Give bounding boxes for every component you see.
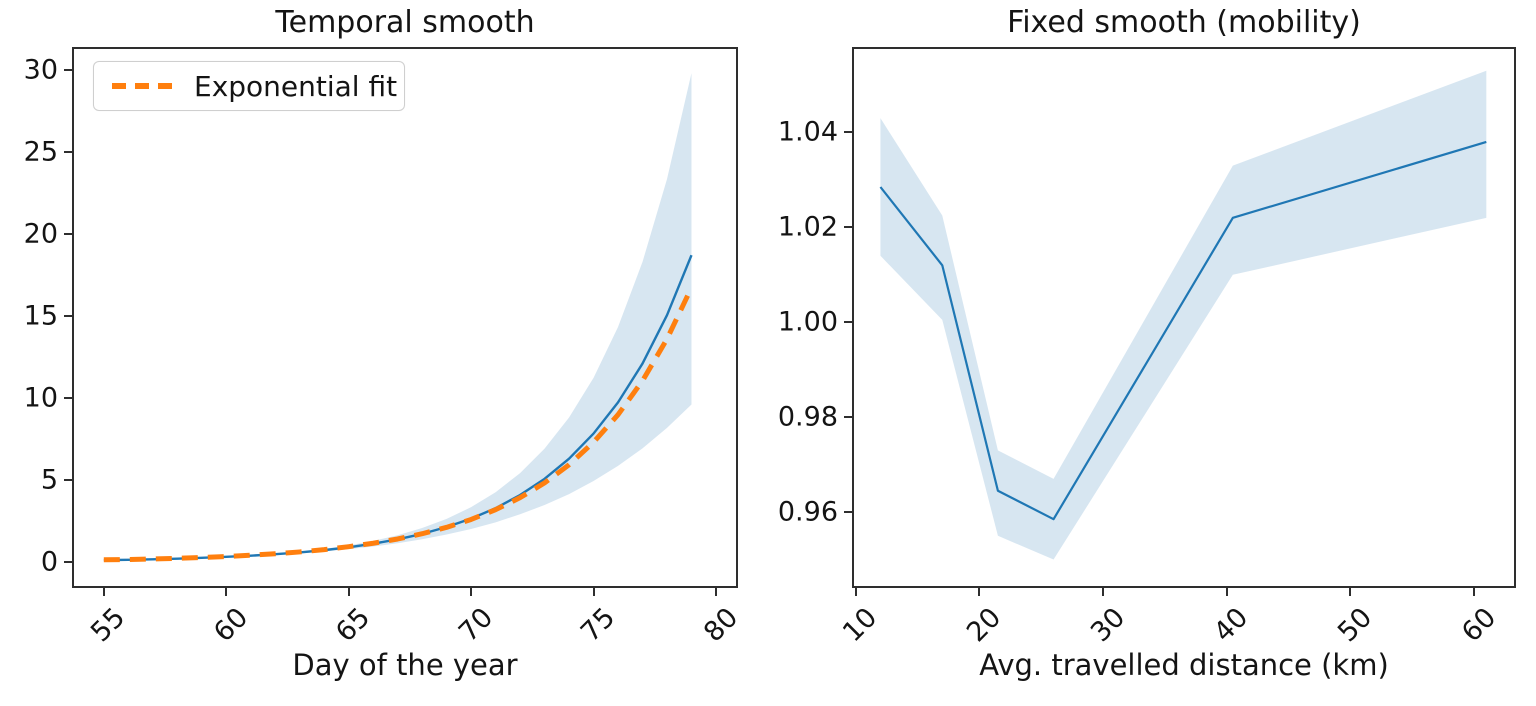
y-tick-label: 0 [40, 546, 58, 578]
x-tick-mark [470, 588, 473, 596]
y-tick-mark [64, 150, 72, 153]
x-tick-mark [592, 588, 595, 596]
x-tick-mark [714, 588, 717, 596]
fixed-smooth-chart-area [879, 70, 1487, 560]
y-tick-mark [844, 131, 852, 134]
dashed-line-sample-icon [112, 83, 174, 89]
x-tick-label: 40 [1208, 602, 1255, 649]
x-tick-mark [1225, 588, 1228, 596]
y-tick-label: 1.02 [777, 211, 838, 243]
y-tick-mark [844, 511, 852, 514]
x-tick-mark [978, 588, 981, 596]
temporal-smooth-axes-frame [72, 47, 738, 588]
y-tick-mark [64, 314, 72, 317]
y-tick-mark [844, 321, 852, 324]
series-line-1 [103, 286, 694, 563]
x-tick-label: 60 [1455, 602, 1502, 649]
x-tick-label: 70 [452, 602, 500, 649]
x-tick-label: 30 [1084, 602, 1131, 649]
x-tick-label: 10 [837, 602, 884, 649]
y-tick-label: 25 [23, 136, 58, 168]
x-tick-label: 75 [575, 602, 622, 649]
x-tick-mark [854, 588, 857, 596]
y-tick-label: 10 [23, 382, 58, 414]
x-tick-label: 60 [207, 602, 255, 649]
y-tick-mark [64, 396, 72, 399]
x-tick-mark [102, 588, 105, 596]
temporal-smooth-plot: 55 60 65 70 75 80 0 5 10 15 20 25 30 [24, 47, 744, 648]
y-tick-mark [844, 226, 852, 229]
x-tick-label: 20 [961, 602, 1008, 649]
y-tick-label: 15 [23, 300, 58, 332]
y-tick-label: 5 [40, 464, 58, 496]
series-line-0 [879, 140, 1487, 521]
y-tick-mark [64, 68, 72, 71]
confidence-band [880, 70, 1487, 560]
y-tick-label: 0.98 [777, 401, 838, 433]
x-tick-mark [1472, 588, 1475, 596]
x-tick-label: 80 [697, 602, 744, 649]
x-tick-mark [225, 588, 228, 596]
y-tick-label: 30 [23, 54, 58, 86]
temporal-smooth-xaxis-label: Day of the year [292, 648, 518, 682]
y-tick-label: 1.04 [777, 116, 838, 148]
y-tick-label: 20 [23, 218, 58, 250]
x-tick-mark [347, 588, 350, 596]
fixed-smooth-title: Fixed smooth (mobility) [1007, 5, 1361, 40]
fixed-smooth-axes-frame [852, 47, 1516, 588]
x-tick-label: 50 [1332, 602, 1379, 649]
y-tick-mark [64, 560, 72, 563]
fixed-smooth-xaxis-label: Avg. travelled distance (km) [979, 648, 1389, 682]
legend-label: Exponential fit [194, 69, 398, 103]
y-tick-mark [64, 232, 72, 235]
x-tick-mark [1102, 588, 1104, 596]
temporal-smooth-title: Temporal smooth [275, 5, 535, 40]
x-tick-mark [1349, 588, 1352, 596]
y-tick-label: 0.96 [777, 496, 838, 528]
fixed-smooth-plot: 10 20 30 40 50 60 0.96 0.98 1.00 1.02 1.04 [778, 47, 1516, 648]
y-tick-mark [64, 478, 72, 481]
x-tick-label: 65 [330, 602, 377, 649]
temporal-smooth-chart-area [103, 73, 694, 563]
x-tick-label: 55 [85, 602, 132, 649]
y-tick-label: 1.00 [777, 306, 838, 338]
exponential-fit-legend: Exponential fit [93, 61, 405, 111]
y-tick-mark [844, 416, 852, 419]
